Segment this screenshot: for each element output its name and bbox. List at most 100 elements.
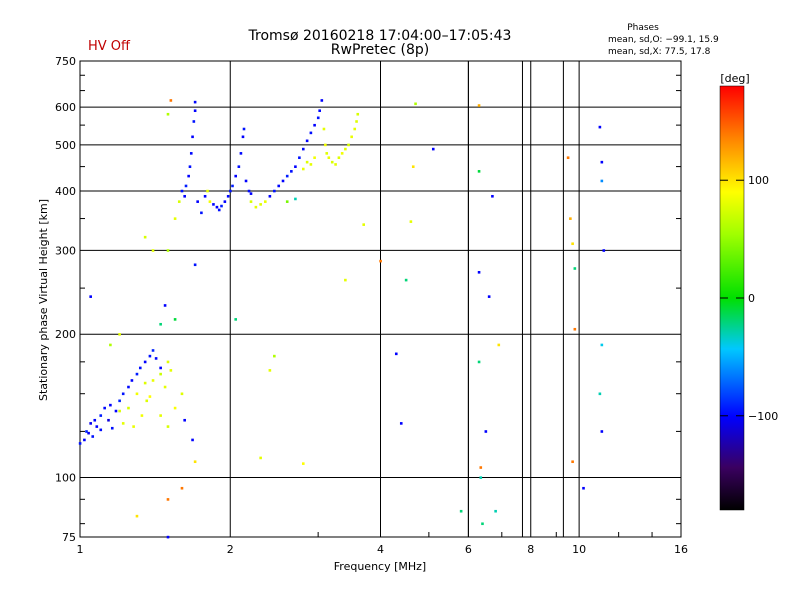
data-point — [118, 399, 121, 403]
data-point — [231, 184, 234, 188]
data-point — [353, 127, 357, 131]
data-point — [600, 430, 604, 433]
data-point — [143, 360, 147, 364]
data-point — [169, 369, 173, 372]
data-point — [484, 430, 488, 433]
data-point — [191, 438, 194, 442]
y-tick-label: 200 — [55, 328, 76, 341]
data-point — [135, 372, 139, 376]
data-point — [99, 428, 103, 432]
data-point — [273, 354, 276, 358]
data-point — [244, 179, 248, 183]
data-point — [166, 249, 170, 252]
data-point — [180, 486, 184, 490]
data-point — [166, 535, 170, 539]
data-point — [193, 263, 197, 267]
data-point — [121, 392, 125, 396]
data-point — [118, 409, 121, 413]
data-point — [259, 203, 262, 206]
data-point — [285, 200, 289, 203]
data-point — [598, 125, 602, 129]
data-point — [379, 259, 382, 263]
data-point — [166, 360, 170, 364]
data-point — [223, 200, 227, 203]
data-point — [121, 422, 125, 425]
data-point — [83, 438, 86, 442]
data-point — [320, 99, 324, 102]
data-point — [334, 163, 337, 166]
data-point — [229, 189, 232, 193]
data-point — [109, 343, 112, 347]
x-tick-label: 16 — [674, 543, 688, 556]
x-tick-label: 1 — [77, 543, 84, 556]
y-axis-ticks: 750 600 500 400 300 200 100 75 — [55, 55, 681, 544]
data-point — [237, 165, 241, 169]
data-point — [305, 160, 309, 164]
data-point — [249, 200, 253, 203]
data-point — [93, 418, 97, 422]
data-point — [305, 139, 309, 143]
data-point — [571, 460, 574, 464]
colorbar-tick-label: 0 — [748, 292, 755, 305]
y-tick-label: 500 — [55, 139, 76, 152]
data-point — [138, 366, 142, 370]
data-point — [91, 435, 95, 438]
data-point — [285, 174, 289, 178]
data-point — [78, 442, 82, 445]
data-point — [318, 109, 321, 113]
data-point — [200, 211, 203, 215]
data-point — [103, 406, 106, 410]
data-point — [143, 235, 147, 239]
data-point — [234, 174, 238, 178]
data-point — [114, 409, 118, 413]
stats-title: Phases — [627, 23, 659, 33]
data-point — [350, 135, 353, 139]
data-point — [313, 156, 316, 160]
data-point — [356, 112, 360, 116]
scatter-points — [78, 99, 606, 539]
data-point — [173, 318, 177, 321]
data-point — [180, 189, 184, 193]
data-point — [163, 304, 167, 307]
data-point — [154, 357, 158, 360]
data-point — [206, 189, 209, 193]
data-point — [362, 223, 366, 226]
data-point — [203, 194, 207, 198]
data-point — [85, 430, 88, 433]
data-point — [135, 392, 139, 396]
data-point — [298, 156, 301, 160]
data-point — [309, 131, 313, 135]
data-point — [340, 152, 344, 155]
data-point — [110, 426, 114, 430]
data-point — [481, 522, 484, 526]
data-point — [151, 349, 155, 352]
data-point — [148, 395, 152, 398]
data-point — [193, 460, 197, 464]
data-point — [355, 120, 358, 123]
data-point — [411, 165, 415, 169]
data-point — [87, 431, 90, 435]
data-point — [327, 156, 331, 160]
data-point — [151, 249, 155, 252]
data-point — [290, 170, 293, 173]
data-point — [188, 165, 192, 169]
data-point — [159, 322, 162, 326]
y-axis-label: Stationary phase Virtual Height [km] — [37, 199, 50, 401]
data-point — [477, 271, 481, 274]
data-point — [294, 165, 297, 169]
data-point — [99, 414, 103, 417]
data-point — [109, 403, 112, 407]
data-point — [196, 200, 199, 203]
data-point — [477, 104, 481, 107]
data-point — [193, 100, 197, 104]
data-point — [404, 278, 408, 282]
data-point — [487, 295, 491, 298]
data-point — [494, 509, 497, 513]
data-point — [183, 418, 186, 422]
x-tick-label: 8 — [527, 543, 534, 556]
x-tick-label: 4 — [377, 543, 384, 556]
data-point — [247, 189, 251, 193]
chart-subtitle: RwPretec (8p) — [331, 42, 429, 58]
data-point — [259, 456, 262, 460]
